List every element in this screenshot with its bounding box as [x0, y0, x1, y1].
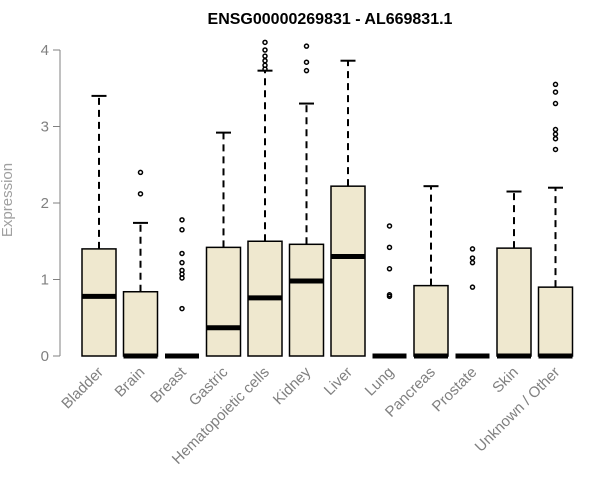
box-brain	[122, 169, 159, 359]
outlier-point	[552, 81, 559, 88]
box-kidney	[288, 43, 325, 357]
y-axis: 0 1 2 3 4	[41, 42, 61, 365]
box-body	[288, 243, 325, 357]
outlier-point	[469, 246, 476, 252]
box-group	[81, 39, 574, 359]
outlier-point	[262, 57, 268, 64]
box-body	[413, 284, 449, 357]
box-pancreas	[413, 185, 449, 359]
x-tick-label: Lung	[362, 364, 398, 400]
outlier-point	[552, 131, 559, 137]
x-tick-label: Liver	[321, 364, 356, 399]
y-axis-label: Expression	[0, 163, 16, 237]
outlier-point	[552, 135, 559, 142]
outlier-point	[552, 89, 559, 95]
outlier-point	[262, 53, 268, 59]
outlier-point	[386, 292, 393, 298]
outlier-point	[303, 59, 310, 65]
outlier-point	[179, 250, 185, 257]
x-tick-label: Skin	[489, 364, 522, 397]
outlier-point	[262, 62, 268, 69]
box-liver	[330, 59, 366, 357]
box-body	[205, 246, 242, 357]
box-gastric	[205, 131, 242, 357]
box-lung	[372, 223, 407, 359]
outlier-point	[469, 255, 476, 261]
y-tick-label: 2	[41, 195, 49, 212]
outlier-point	[552, 126, 559, 133]
box-breast	[165, 217, 199, 359]
outlier-point	[137, 191, 144, 197]
x-tick-label: Prostate	[429, 364, 481, 416]
x-tick-label: Bladder	[58, 364, 107, 413]
outlier-point	[469, 284, 476, 290]
outlier-point	[552, 100, 559, 107]
box-body	[537, 286, 574, 357]
outlier-point	[179, 227, 185, 233]
y-tick-label: 1	[41, 272, 49, 289]
outlier-point	[262, 39, 268, 46]
box-body	[496, 247, 532, 357]
y-tick-label: 4	[41, 42, 49, 59]
outlier-point	[137, 169, 144, 176]
outlier-point	[179, 305, 185, 312]
outlier-point	[386, 266, 393, 272]
x-tick-label: Breast	[147, 363, 190, 406]
outlier-point	[179, 217, 185, 223]
box-body	[81, 248, 117, 357]
box-hematopoietic-cells	[247, 39, 283, 357]
y-tick-label: 0	[41, 348, 49, 365]
outlier-point	[262, 47, 268, 53]
x-tick-label: Kidney	[270, 363, 315, 408]
outlier-point	[179, 267, 185, 274]
box-skin	[496, 190, 532, 359]
box-bladder	[81, 94, 117, 357]
outlier-point	[303, 67, 310, 74]
outlier-point	[303, 43, 310, 49]
outlier-point	[386, 244, 393, 251]
outlier-point	[179, 259, 185, 266]
chart-title: ENSG00000269831 - AL669831.1	[208, 11, 453, 28]
box-body	[122, 290, 159, 357]
outlier-point	[386, 223, 393, 229]
y-tick-label: 3	[41, 119, 49, 136]
box-unknown-other	[537, 81, 574, 359]
x-tick-label: Brain	[112, 364, 149, 401]
outlier-point	[469, 259, 476, 266]
box-body	[330, 185, 366, 357]
box-prostate	[455, 246, 490, 359]
outlier-point	[552, 146, 559, 153]
